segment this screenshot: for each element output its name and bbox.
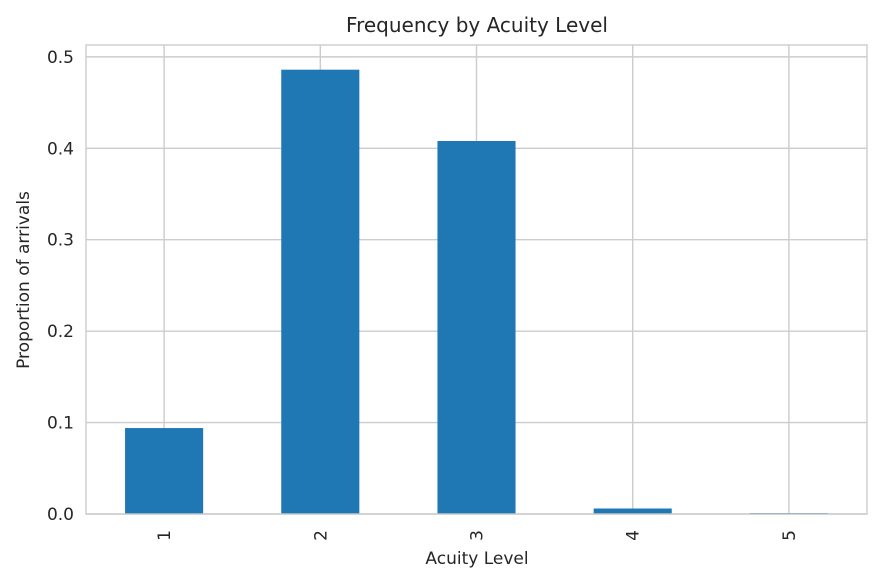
x-axis-ticks: 1 2 3 4 5 [155, 530, 800, 541]
x-tick-label: 1 [155, 530, 175, 541]
bars [125, 69, 828, 515]
y-tick-label: 0.5 [47, 48, 74, 68]
y-axis-ticks: 0.0 0.1 0.2 0.3 0.4 0.5 [47, 48, 74, 525]
y-tick-label: 0.2 [47, 322, 74, 342]
y-tick-label: 0.4 [47, 139, 74, 159]
x-axis-label: Acuity Level [425, 549, 528, 569]
y-tick-label: 0.1 [47, 414, 74, 434]
x-tick-label: 2 [311, 530, 331, 541]
x-tick-label: 4 [624, 530, 644, 541]
plot-frame [85, 44, 868, 515]
x-tick-label: 5 [780, 530, 800, 541]
y-tick-label: 0.0 [47, 505, 74, 525]
y-tick-label: 0.3 [47, 231, 74, 251]
bar-3 [437, 140, 516, 515]
bar-4 [593, 508, 672, 514]
y-axis-label: Proportion of arrivals [14, 191, 34, 369]
x-tick-label: 3 [468, 530, 488, 541]
chart-title: Frequency by Acuity Level [346, 13, 608, 37]
bar-2 [281, 69, 360, 515]
bar-1 [125, 428, 204, 514]
